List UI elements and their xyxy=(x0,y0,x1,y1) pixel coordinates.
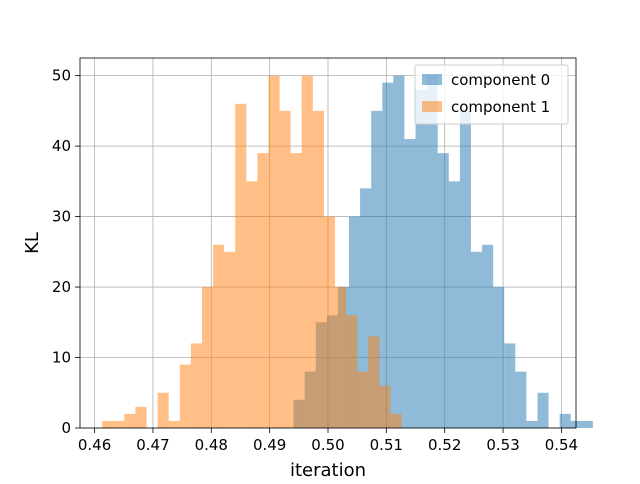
bar-component-0 xyxy=(493,287,505,428)
bar-component-1 xyxy=(124,413,136,428)
bar-component-1 xyxy=(213,244,225,428)
bar-component-1 xyxy=(379,385,391,428)
bar-component-1 xyxy=(301,75,313,428)
bar-component-1 xyxy=(257,153,269,428)
y-tick-label: 30 xyxy=(52,208,71,226)
x-axis-label: iteration xyxy=(290,460,366,480)
y-axis-label: KL xyxy=(22,232,43,254)
bar-component-1 xyxy=(135,406,147,428)
bar-component-0 xyxy=(515,371,527,428)
bar-component-0 xyxy=(404,139,416,429)
y-tick-label: 40 xyxy=(52,137,71,155)
bar-component-0 xyxy=(382,82,394,429)
legend-box xyxy=(414,64,569,125)
histogram-bars xyxy=(102,75,593,429)
bar-component-1 xyxy=(201,287,214,428)
bar-component-0 xyxy=(371,110,383,428)
y-tick-label: 20 xyxy=(52,278,71,296)
legend-swatch-component-1 xyxy=(422,101,442,112)
bar-component-1 xyxy=(357,371,369,428)
bar-component-0 xyxy=(393,75,405,428)
y-tick-label: 10 xyxy=(52,349,71,367)
x-tick-label: 0.47 xyxy=(136,436,169,454)
y-tick-label: 0 xyxy=(61,419,71,437)
x-tick-label: 0.46 xyxy=(78,436,111,454)
bar-component-1 xyxy=(235,103,247,429)
x-tick-label: 0.51 xyxy=(370,436,403,454)
bar-component-1 xyxy=(346,315,358,428)
bar-component-0 xyxy=(426,75,438,428)
bar-component-0 xyxy=(437,153,449,428)
bar-component-1 xyxy=(368,336,380,428)
bar-component-0 xyxy=(360,188,372,428)
bar-component-1 xyxy=(246,181,258,428)
bar-component-0 xyxy=(526,420,538,428)
bar-component-0 xyxy=(504,343,516,428)
bar-component-1 xyxy=(157,392,169,428)
x-tick-label: 0.52 xyxy=(428,436,461,454)
bar-component-0 xyxy=(581,420,593,428)
bar-component-0 xyxy=(482,244,494,428)
bar-component-1 xyxy=(312,110,324,428)
bar-component-0 xyxy=(459,110,471,428)
bar-component-1 xyxy=(290,153,302,428)
bar-component-0 xyxy=(470,251,483,428)
legend-label-component-0: component 0 xyxy=(451,71,550,89)
bar-component-1 xyxy=(224,251,236,428)
legend-label-component-1: component 1 xyxy=(451,98,550,116)
legend-swatch-component-0 xyxy=(422,74,442,85)
bar-component-1 xyxy=(168,420,180,428)
bar-component-1 xyxy=(323,216,336,428)
bar-component-1 xyxy=(335,287,347,428)
bar-component-1 xyxy=(190,343,202,428)
legend: component 0 component 1 xyxy=(414,64,569,125)
x-tick-label: 0.48 xyxy=(195,436,228,454)
x-tick-label: 0.54 xyxy=(545,436,578,454)
y-tick-label: 50 xyxy=(52,67,71,85)
bar-component-1 xyxy=(102,420,114,428)
bar-component-1 xyxy=(179,364,191,428)
bar-component-1 xyxy=(268,75,280,428)
bar-component-0 xyxy=(537,392,549,428)
bar-component-0 xyxy=(559,413,571,428)
bar-component-1 xyxy=(113,420,125,428)
x-tick-label: 0.49 xyxy=(253,436,286,454)
bar-component-0 xyxy=(415,89,427,428)
bar-component-1 xyxy=(390,413,402,428)
bar-component-1 xyxy=(279,110,291,428)
x-tick-label: 0.53 xyxy=(486,436,519,454)
axis-ticks: 0.46 0.47 0.48 0.49 0.50 0.51 0.52 0.53 0.54 0 10 2… xyxy=(52,67,578,454)
x-tick-label: 0.50 xyxy=(311,436,344,454)
bar-component-0 xyxy=(448,181,460,428)
